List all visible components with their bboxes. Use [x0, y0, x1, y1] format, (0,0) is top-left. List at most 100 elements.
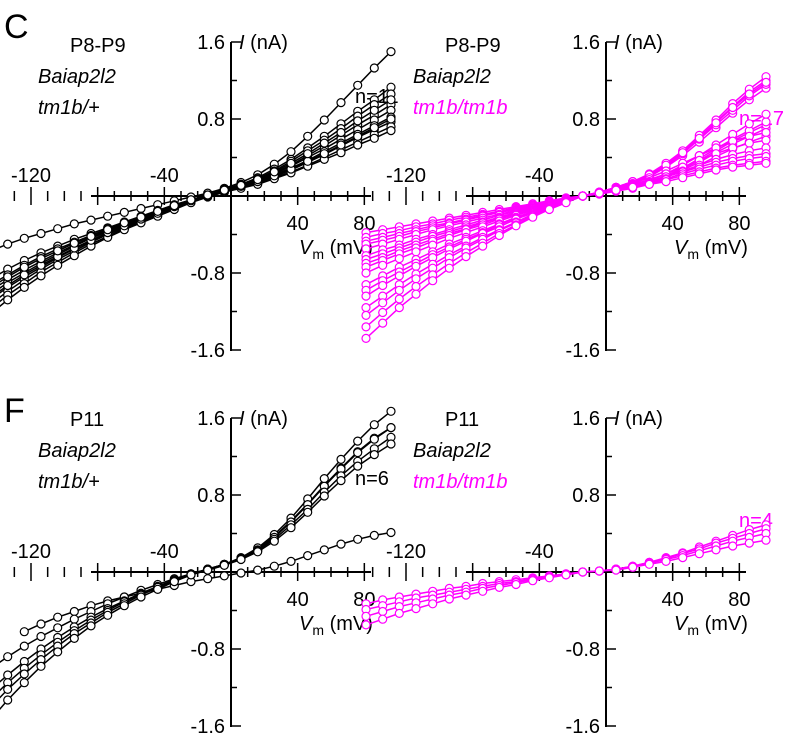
data-point: [594, 566, 604, 576]
x-tick-label: -40: [525, 165, 554, 187]
data-point: [386, 126, 396, 136]
data-point: [411, 274, 421, 284]
data-point: [761, 535, 771, 545]
data-point: [761, 135, 771, 145]
data-point: [303, 507, 313, 517]
data-point: [361, 333, 371, 343]
data-point: [69, 614, 79, 624]
data-point: [561, 570, 571, 580]
data-point: [544, 573, 554, 583]
genotype-label: tm1b/tm1b: [413, 97, 507, 119]
series-4: [361, 535, 771, 630]
data-point: [269, 167, 279, 177]
data-point: [378, 606, 388, 617]
data-point: [253, 547, 263, 557]
data-point: [236, 568, 246, 578]
data-point: [69, 219, 79, 229]
data-point: [361, 310, 371, 320]
data-point: [153, 206, 163, 216]
data-point: [378, 318, 388, 328]
data-point: [361, 291, 371, 301]
data-point: [628, 562, 638, 572]
series-9: [0, 126, 396, 308]
panel-letter-f: F: [4, 392, 25, 430]
data-point: [53, 246, 63, 256]
data-point: [303, 550, 313, 561]
data-point: [136, 203, 146, 214]
data-point: [286, 556, 296, 567]
y-tick-label: -1.6: [566, 716, 600, 737]
data-point: [578, 567, 588, 577]
data-point: [186, 195, 196, 205]
data-point: [386, 527, 396, 538]
data-point: [119, 218, 129, 228]
data-point: [378, 307, 388, 318]
genotype-label: tm1b/tm1b: [413, 471, 507, 493]
data-point: [19, 262, 29, 272]
data-point: [319, 115, 329, 125]
data-point: [353, 116, 363, 126]
data-point: [561, 198, 571, 208]
data-point: [19, 627, 29, 637]
y-tick-label: -0.8: [566, 263, 600, 285]
data-point: [544, 204, 554, 215]
data-point: [19, 270, 29, 280]
series-6: [0, 439, 396, 711]
data-point: [86, 215, 96, 225]
data-point: [761, 117, 771, 127]
data-point: [53, 647, 63, 657]
data-point: [253, 565, 263, 575]
data-point: [394, 608, 404, 619]
data-point: [336, 476, 346, 486]
data-point: [369, 123, 379, 133]
data-point: [103, 211, 113, 221]
data-point: [319, 491, 329, 501]
x-axis-label: Vm (mV): [674, 237, 748, 262]
x-tick-label: 40: [662, 213, 684, 235]
data-point: [353, 448, 363, 458]
series-17: [361, 158, 771, 343]
data-point: [386, 406, 396, 416]
data-point: [353, 436, 363, 446]
y-tick-label: 1.6: [197, 32, 225, 54]
data-point: [361, 611, 371, 621]
data-point: [394, 271, 404, 281]
data-point: [394, 303, 404, 313]
data-point: [69, 606, 79, 617]
data-point: [3, 239, 13, 249]
data-point: [578, 191, 588, 201]
data-point: [528, 576, 538, 586]
chart-panel-4: -120 -40 40 80 1.6 0.8 -0.8 -1.6 I (nA) Vm (mV) P1…: [361, 408, 773, 738]
data-point: [411, 281, 421, 292]
data-point: [711, 165, 721, 175]
data-point: [694, 549, 704, 559]
data-point: [119, 601, 129, 611]
x-tick-label: -40: [150, 165, 179, 187]
data-point: [319, 545, 329, 555]
data-point: [53, 260, 63, 270]
data-point: [219, 560, 229, 570]
data-point: [203, 565, 213, 575]
data-point: [269, 536, 279, 546]
data-point: [3, 684, 13, 695]
data-point: [353, 461, 363, 471]
data-point: [644, 179, 654, 189]
y-tick-label: 1.6: [572, 32, 600, 54]
data-point: [711, 545, 721, 555]
data-point: [3, 670, 13, 680]
data-point: [611, 185, 621, 195]
data-point: [319, 138, 329, 148]
y-axis-label: I (nA): [614, 32, 663, 54]
data-point: [353, 534, 363, 544]
data-point: [444, 263, 454, 273]
data-point: [253, 175, 263, 185]
x-tick-label: 80: [728, 213, 750, 235]
data-point: [103, 225, 113, 235]
data-point: [103, 610, 113, 620]
y-tick-label: 1.6: [197, 408, 225, 430]
gene-label: Baiap2l2: [38, 66, 116, 88]
y-axis-label: I (nA): [614, 408, 663, 430]
data-point: [494, 230, 504, 241]
